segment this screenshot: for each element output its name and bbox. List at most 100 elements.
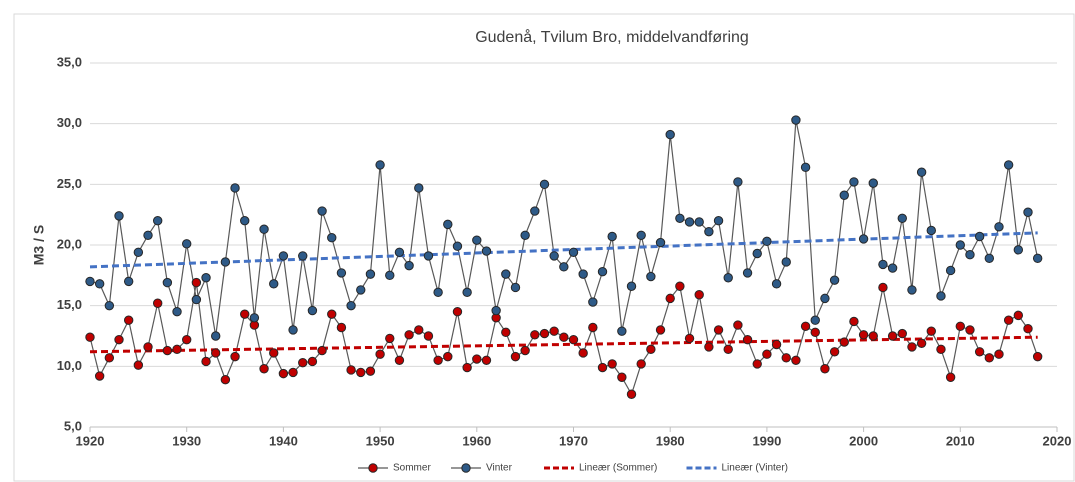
marker [404,330,414,340]
marker [965,325,975,335]
x-tick-label: 1960 [462,433,491,448]
marker [742,334,753,345]
marker [472,235,482,245]
marker [694,217,704,227]
marker [636,359,646,369]
legend-marker [368,463,378,473]
x-tick-label: 1990 [752,433,781,448]
y-tick-label: 20,0 [57,236,82,251]
marker [936,344,946,355]
marker [510,282,521,293]
marker [346,365,356,375]
marker [626,389,637,399]
y-tick-label: 35,0 [57,54,82,69]
marker [1013,310,1024,321]
legend-label: Vinter [486,463,513,474]
marker [152,298,163,308]
marker [568,334,579,345]
marker [607,231,617,242]
marker [104,353,115,363]
y-tick-label: 10,0 [57,358,82,373]
marker [443,219,453,230]
marker [472,354,482,364]
marker [365,366,376,376]
marker [684,217,695,227]
x-tick-label: 1970 [559,433,588,448]
marker [955,321,965,331]
marker [588,322,598,333]
marker [858,330,869,340]
marker [191,294,202,305]
marker [588,297,598,307]
marker [278,251,289,261]
marker [1003,315,1014,325]
marker [510,351,521,362]
marker [597,362,608,373]
marker [143,342,153,352]
marker [733,320,743,330]
marker [675,213,685,224]
marker [926,225,936,236]
marker [336,322,347,333]
marker [230,183,240,193]
marker [974,231,985,242]
marker [220,374,231,385]
marker [123,276,134,287]
marker [462,362,472,373]
marker [278,368,289,379]
marker [646,344,656,355]
marker [481,355,492,365]
marker [327,233,337,243]
marker [868,331,878,341]
marker [365,269,376,279]
marker [868,178,878,188]
marker [800,162,811,173]
marker [974,347,985,357]
x-tick-label: 1930 [172,433,201,448]
marker [762,349,772,359]
marker [269,348,279,358]
marker [839,190,849,200]
marker [385,270,395,281]
marker [259,224,269,234]
marker [559,262,569,272]
marker [220,257,231,267]
x-tick-label: 1950 [366,433,395,448]
marker [520,345,530,356]
marker [133,360,144,370]
marker [133,247,144,257]
marker [549,251,559,261]
marker [762,236,772,247]
marker [443,351,453,362]
marker [230,351,240,362]
marker [771,339,782,350]
marker [1032,253,1043,264]
marker [375,349,385,359]
x-tick-label: 1920 [76,433,105,448]
marker [346,300,356,311]
marker [684,333,695,344]
legend-label: Lineær (Sommer) [579,463,657,474]
marker [781,257,791,267]
marker [791,115,801,125]
marker [1032,351,1043,362]
legend-marker [461,463,471,473]
marker [143,230,153,240]
marker [617,372,627,382]
y-tick-label: 5,0 [64,418,82,433]
x-tick-label: 2020 [1043,433,1072,448]
marker [897,328,907,339]
marker [907,342,917,352]
marker [336,268,347,278]
marker [423,251,434,261]
marker [317,345,327,356]
marker [578,348,588,358]
marker [85,276,95,287]
marker [539,328,550,339]
marker [878,282,888,293]
legend-label: Sommer [393,463,431,474]
marker [781,353,791,363]
marker [123,315,134,325]
marker [423,331,434,341]
legend-label: Lineær (Vinter) [722,463,789,474]
